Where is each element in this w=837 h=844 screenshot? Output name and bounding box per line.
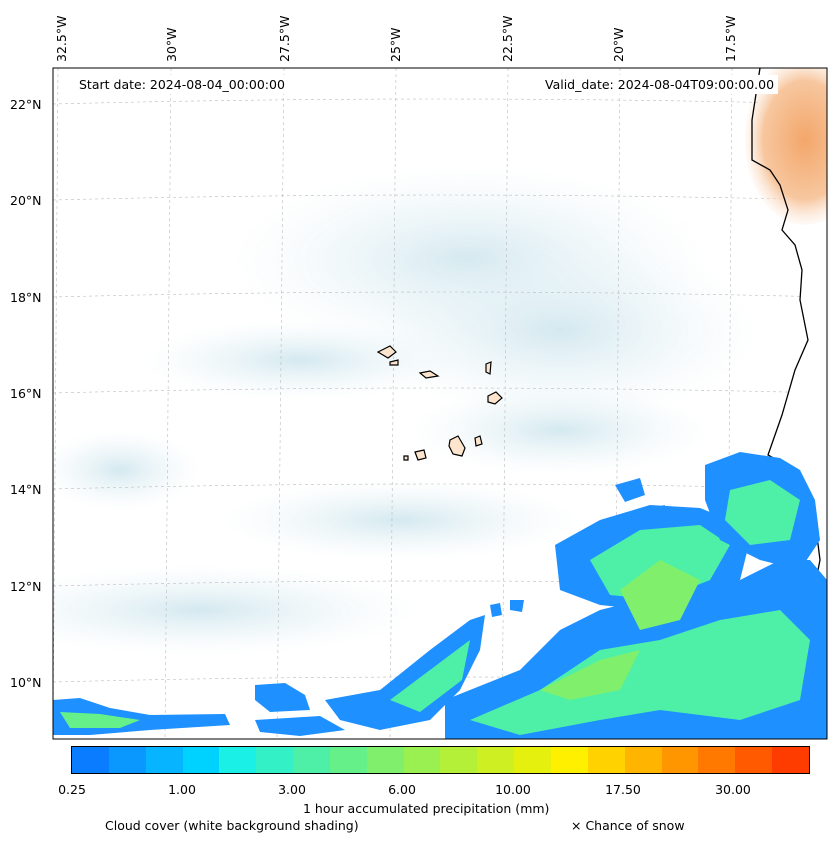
map-frame [52,67,828,740]
precipitation-field [53,452,827,739]
colorbar-segment-16 [661,747,699,773]
colorbar-segment-19 [772,747,809,773]
lon-label-22-5w: 22.5°W [500,15,515,62]
colorbar-tick-10-00: 10.00 [495,782,531,797]
colorbar-tick-17-50: 17.50 [605,782,641,797]
cloud-cover-label: Cloud cover (white background shading) [105,818,359,833]
africa-land [752,68,827,739]
colorbar-segment-3 [182,747,220,773]
colorbar-segment-12 [514,747,551,773]
colorbar-segment-0 [72,747,109,773]
colorbar-segment-8 [366,747,404,773]
colorbar-segment-9 [403,747,441,773]
colorbar-tick-1-00: 1.00 [168,782,196,797]
colorbar-tick-30-00: 30.00 [715,782,751,797]
valid-date-label: Valid_date: 2024-08-04T09:00:00.00 [541,75,779,94]
precipitation-colorbar [71,746,810,774]
colorbar-label: 1 hour accumulated precipitation (mm) [303,801,550,816]
colorbar-segment-18 [735,747,773,773]
cloud-cover-shading [53,165,760,655]
colorbar-segment-7 [329,747,367,773]
lat-label-14n: 14°N [10,482,42,497]
colorbar-segment-11 [477,747,515,773]
lat-label-10n: 10°N [10,675,42,690]
lon-label-17-5w: 17.5°W [723,15,738,62]
colorbar-segment-2 [145,747,183,773]
colorbar-tick-3-00: 3.00 [278,782,306,797]
colorbar-tick-6-00: 6.00 [388,782,416,797]
colorbar-segment-5 [256,747,294,773]
lat-label-22n: 22°N [10,97,42,112]
colorbar-segment-1 [108,747,146,773]
dust-plume [745,68,827,225]
colorbar-segment-10 [440,747,478,773]
colorbar-segment-14 [587,747,625,773]
lon-label-20w: 20°W [611,27,626,62]
lat-label-16n: 16°N [10,386,42,401]
colorbar-tick-0-25: 0.25 [58,782,86,797]
lon-label-30w: 30°W [164,27,179,62]
start-date-label: Start date: 2024-08-04_00:00:00 [75,75,289,94]
colorbar-segment-4 [219,747,257,773]
lat-label-12n: 12°N [10,579,42,594]
lat-label-18n: 18°N [10,290,42,305]
lon-label-25w: 25°W [388,27,403,62]
snow-chance-label: × Chance of snow [571,818,685,833]
lon-label-27-5w: 27.5°W [277,15,292,62]
cape-verde-islands [376,345,503,461]
colorbar-segment-13 [550,747,588,773]
colorbar-segment-6 [293,747,330,773]
lon-label-32-5w: 32.5°W [54,15,69,62]
colorbar-segment-17 [698,747,736,773]
colorbar-segment-15 [624,747,662,773]
lat-label-20n: 20°N [10,193,42,208]
